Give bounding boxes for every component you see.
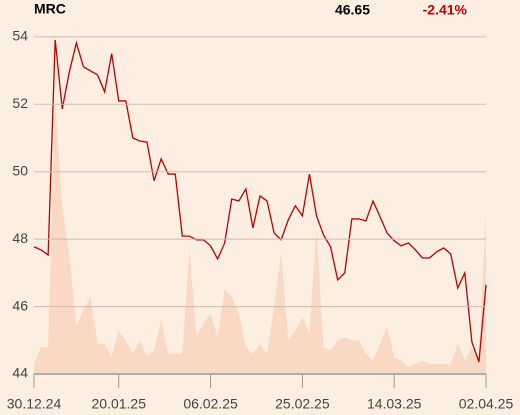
x-tick-label: 02.04.25	[459, 396, 514, 412]
volume-area	[34, 100, 486, 375]
y-tick-label: 52	[12, 95, 28, 111]
x-tick-label: 14.03.25	[367, 396, 422, 412]
x-tick-label: 06.02.25	[183, 396, 238, 412]
y-tick-label: 44	[12, 365, 28, 381]
price-line	[33, 39, 487, 363]
last-price: 46.65	[335, 2, 370, 18]
y-tick-label: 46	[12, 297, 28, 313]
y-tick-label: 54	[12, 28, 28, 44]
change: -2.41%	[423, 2, 468, 18]
x-tick-label: 30.12.24	[7, 396, 62, 412]
x-tick-label: 25.02.25	[275, 396, 330, 412]
x-tick-label: 20.01.25	[92, 396, 147, 412]
y-tick-label: 48	[12, 230, 28, 246]
y-tick-label: 50	[12, 162, 28, 178]
chart-title: MRC	[34, 1, 66, 17]
